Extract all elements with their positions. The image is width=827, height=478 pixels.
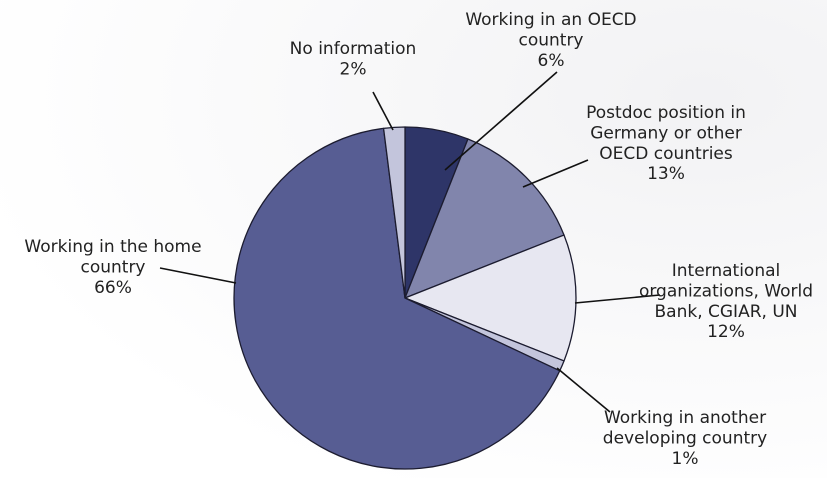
slice-value-label: 6%	[538, 51, 565, 71]
slice-label-line: organizations, World	[639, 281, 813, 301]
slice-label-line: Working in another	[604, 408, 766, 428]
leader-line-2	[522, 159, 589, 188]
slice-label-line: OECD countries	[599, 144, 733, 164]
leader-line-6	[372, 91, 394, 131]
slice-value-label: 12%	[707, 322, 745, 342]
pie-slice-3	[404, 234, 577, 362]
slice-label-1: Working in an OECD country 6%	[465, 10, 636, 71]
slice-label-4: Working in another developing country 1%	[603, 408, 767, 469]
slice-label-5: Working in the home country 66%	[24, 237, 201, 298]
slice-label-2: Postdoc position in Germany or other OECD …	[586, 103, 746, 184]
slice-value-label: 2%	[340, 59, 367, 79]
slice-label-line: Postdoc position in	[586, 103, 746, 123]
leader-line-1	[444, 71, 558, 171]
slice-label-6: No information 2%	[290, 39, 417, 79]
slice-value-label: 1%	[672, 449, 699, 469]
slice-label-line: International	[672, 261, 781, 281]
leader-line-5	[159, 267, 237, 284]
pie-slices	[233, 126, 577, 470]
slice-label-line: Working in the home	[24, 237, 201, 257]
slice-value-label: 13%	[647, 164, 685, 184]
slice-label-line: Germany or other	[590, 123, 742, 143]
slice-label-line: Working in an OECD	[465, 10, 636, 30]
slice-labels: Working in an OECD country 6%Postdoc posit…	[24, 10, 813, 469]
slice-value-label: 66%	[94, 278, 132, 298]
slice-label-line: country	[518, 30, 583, 50]
leader-line-4	[556, 367, 611, 413]
slice-label-3: International organizations, World Bank, C…	[639, 261, 813, 342]
leader-line-3	[574, 294, 661, 304]
slice-label-line: developing country	[603, 428, 767, 448]
slice-label-line: Bank, CGIAR, UN	[655, 302, 798, 322]
pie-slice-6	[382, 126, 406, 299]
slice-label-line: country	[80, 257, 145, 277]
leader-lines	[159, 71, 661, 413]
pie-slice-5	[233, 127, 561, 470]
slice-label-line: No information	[290, 39, 417, 59]
